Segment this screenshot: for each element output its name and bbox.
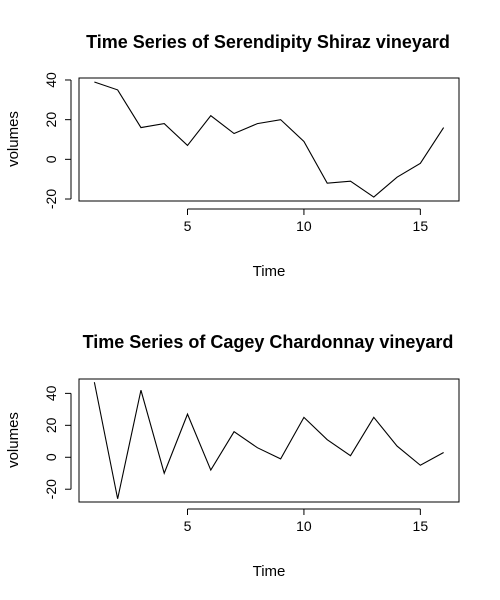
x-axis-label: Time [253,263,286,280]
y-axis-label: volumes [5,412,22,468]
y-tick-label: 40 [43,385,59,401]
x-axis: 5 10 15 [184,508,429,534]
series-group [93,382,444,499]
x-tick-label: 5 [184,518,192,534]
x-tick-label: 10 [296,218,312,234]
y-tick-label: 20 [43,112,59,128]
chart-panel-chardonnay: Time Series of Cagey Chardonnay vineyard… [5,332,460,580]
y-axis: -20 0 20 40 [43,385,72,499]
series-group [94,81,445,198]
series-line [94,81,445,198]
chart-title: Time Series of Serendipity Shiraz vineya… [86,32,450,52]
y-tick-label: 20 [43,417,59,433]
y-axis: -20 0 20 40 [43,72,72,209]
plot-frame [78,378,460,503]
y-tick-label: -20 [43,479,59,499]
y-tick-label: 0 [43,453,59,461]
series-line [93,382,444,499]
x-axis-label: Time [253,563,286,580]
x-tick-label: 15 [413,218,429,234]
chart-panel-shiraz: Time Series of Serendipity Shiraz vineya… [5,32,460,280]
y-axis-label: volumes [5,111,22,167]
y-tick-label: 0 [43,155,59,163]
y-tick-label: -20 [43,189,59,209]
x-tick-label: 5 [184,218,192,234]
plot-frame [78,77,460,202]
y-tick-label: 40 [43,72,59,88]
x-tick-label: 15 [413,518,429,534]
x-tick-label: 10 [296,518,312,534]
x-axis: 5 10 15 [184,208,429,234]
chart-title: Time Series of Cagey Chardonnay vineyard [83,332,454,352]
